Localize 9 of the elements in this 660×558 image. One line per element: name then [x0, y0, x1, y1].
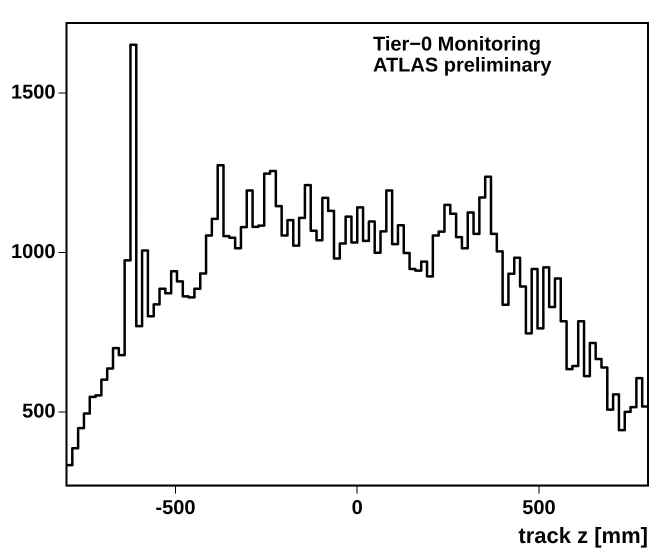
x-tick-label: -500 [156, 497, 196, 520]
y-tick-label: 1000 [10, 241, 56, 264]
x-tick-label: 500 [522, 497, 556, 520]
annotation: ATLAS preliminary [373, 54, 552, 77]
x-axis-title: track z [mm] [518, 522, 648, 548]
y-tick-label: 1500 [10, 82, 56, 104]
annotation: Tier−0 Monitoring [373, 34, 541, 56]
x-tick-label: 0 [352, 497, 363, 520]
y-tick-label: 500 [22, 400, 56, 423]
